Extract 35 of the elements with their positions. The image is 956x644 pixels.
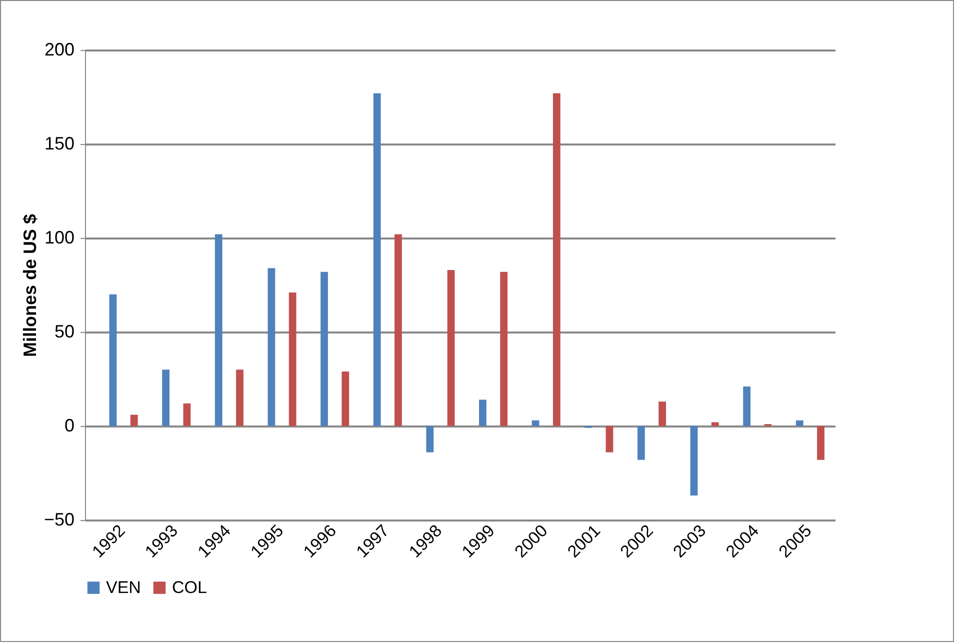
bar: [162, 370, 170, 426]
legend-label: COL: [172, 578, 207, 597]
bar: [606, 426, 614, 452]
bar: [236, 370, 244, 426]
bar: [130, 414, 138, 426]
y-tick-label: 100: [44, 228, 74, 248]
bar: [743, 386, 750, 426]
bar: [796, 420, 804, 426]
y-tick-label: 200: [44, 40, 74, 60]
y-axis-title: Millones de US $: [20, 214, 40, 358]
bar: [373, 93, 381, 426]
bar: [426, 426, 434, 452]
bar: [268, 268, 276, 426]
bar: [637, 426, 645, 460]
bar: [183, 403, 191, 426]
bar: [500, 272, 508, 426]
bar: [214, 234, 222, 426]
bar: [320, 272, 328, 426]
y-tick-label: 150: [44, 134, 74, 154]
bar: [447, 270, 455, 426]
bar: [658, 402, 666, 426]
y-tick-label: −50: [44, 510, 74, 530]
bar: [552, 93, 560, 426]
bar: [532, 420, 540, 426]
bar: [109, 294, 117, 426]
bar: [288, 292, 296, 426]
bar: [394, 234, 402, 426]
bar: [690, 426, 698, 496]
y-tick-label: 50: [54, 322, 74, 342]
bar: [342, 371, 350, 426]
bar: [479, 400, 486, 426]
legend-label: VEN: [106, 578, 141, 597]
y-tick-label: 0: [64, 416, 74, 436]
bar: [711, 422, 719, 426]
bar: [817, 426, 824, 460]
